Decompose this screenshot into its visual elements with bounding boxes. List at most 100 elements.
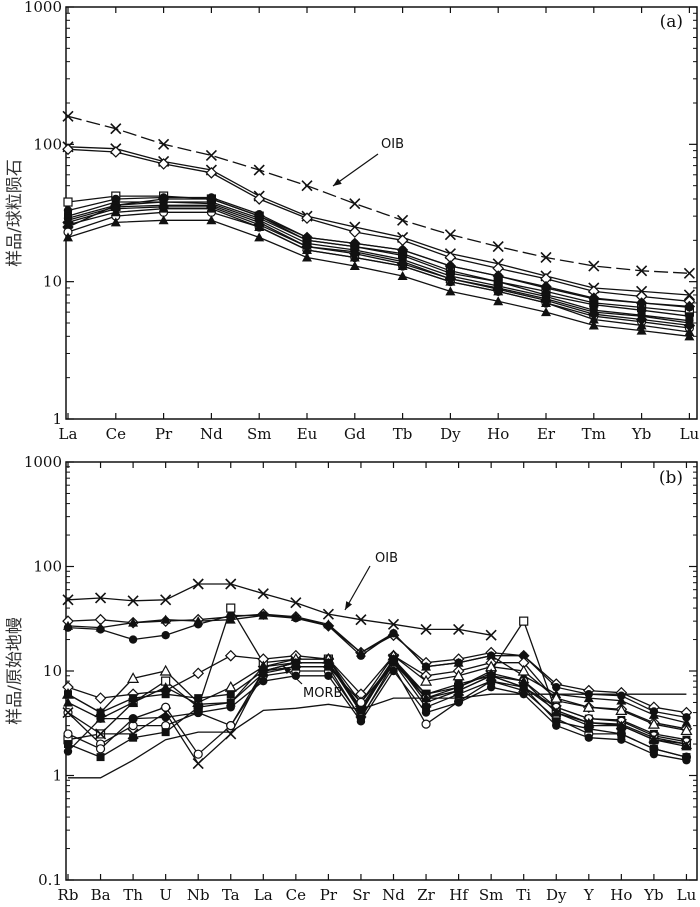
point-sample-b6-dy [550, 691, 563, 703]
point-sample-b2-lu [682, 713, 691, 722]
plot-frame [65, 461, 698, 881]
point-sample-b7-rb [64, 690, 72, 699]
point-sample-a12-nd [205, 201, 218, 213]
point-oib-nd [205, 149, 217, 162]
point-sample-a9-nd [206, 215, 217, 225]
point-sample-b7-u [161, 690, 170, 699]
point-sample-b2-th [128, 635, 138, 644]
point-oib-pr [322, 608, 334, 620]
point-sample-a9-sm [254, 232, 265, 242]
series-line-sample-a7 [67, 198, 690, 308]
point-sample-b7-ba [96, 708, 105, 717]
point-sample-a9-pr [158, 215, 169, 225]
point-sample-b3-nb [193, 616, 204, 626]
point-sample-b3-ta [225, 614, 236, 624]
x-tick-label-ba: Ba [91, 886, 111, 904]
point-sample-b12-y [584, 733, 593, 742]
point-oib-hf [453, 623, 465, 635]
x-tick-label-zr: Zr [417, 886, 435, 904]
series-sample-b10 [63, 662, 692, 762]
point-sample-b12-rb [63, 747, 73, 756]
point-sample-b13-nb [193, 699, 204, 709]
x-tick-label-sm: Sm [247, 425, 272, 443]
point-sample-b11-th [129, 733, 138, 742]
point-sample-b5-ta [224, 649, 237, 662]
y-tick-label: 1 [52, 767, 62, 785]
point-sample-b7-ta [226, 690, 235, 699]
series-line-oib [67, 115, 690, 274]
annotation-oib: OIB [375, 551, 398, 566]
point-sample-b12-ti [519, 689, 528, 699]
point-oib-tb [397, 214, 409, 226]
series-line-sample-a11 [67, 201, 690, 322]
point-sample-b11-ti [519, 683, 528, 692]
series-morb [68, 693, 687, 779]
point-sample-b13-y [583, 717, 594, 727]
series-line-sample-b13 [67, 657, 687, 748]
point-sample-a7-yb [635, 297, 648, 309]
series-sample-b4 [63, 603, 692, 749]
point-sample-a9-la [63, 232, 73, 242]
point-sample-b10-zr [421, 719, 431, 729]
point-sample-b13-yb [648, 734, 659, 744]
annotation-arrowhead-morb [283, 666, 292, 675]
y-tick-label: 10 [43, 662, 62, 680]
point-sample-b6-zr [420, 674, 433, 686]
y-axis-label: 样品/原始地幔 [5, 617, 25, 725]
point-sample-b3-th [128, 617, 139, 627]
point-sample-b12-zr [421, 708, 431, 717]
point-oib-la [62, 110, 74, 122]
series-sample-b9 [62, 653, 693, 770]
point-sample-b13-ba [95, 713, 106, 723]
point-sample-b13-sr [355, 705, 366, 715]
point-sample-a2-gd [348, 226, 361, 238]
x-tick-label-lu: Lu [677, 886, 697, 904]
point-oib-ho [492, 241, 504, 253]
point-sample-b9-ta [225, 728, 237, 740]
point-sample-b4-ti [519, 616, 529, 626]
point-sample-b3-la [258, 610, 269, 620]
point-sample-b10-nb [193, 749, 203, 759]
point-sample-b3-u [160, 614, 171, 624]
series-line-sample-b12 [67, 669, 687, 761]
point-oib-sr [355, 614, 367, 626]
point-oib-lu [683, 267, 695, 279]
point-sample-b13-la [258, 661, 269, 671]
series-sample-b1 [62, 608, 693, 719]
point-sample-a12-eu [301, 240, 313, 253]
point-sample-a12-la [62, 216, 74, 229]
point-sample-a12-sm [253, 218, 265, 231]
point-sample-b12-pr [324, 671, 333, 680]
x-tick-label-ce: Ce [286, 886, 306, 904]
point-sample-b6-ho [615, 704, 628, 715]
x-tick-label-rb: Rb [58, 886, 79, 904]
point-sample-a9-ce [110, 217, 121, 227]
point-sample-a12-lu [683, 319, 696, 332]
point-oib-eu [301, 180, 313, 192]
x-tick-label-nd: Nd [200, 425, 223, 443]
point-sample-b9-nb [192, 758, 204, 770]
x-tick-label-nb: Nb [187, 886, 210, 904]
point-sample-b12-yb [649, 749, 659, 759]
point-sample-a12-yb [635, 313, 648, 326]
point-sample-b3-ba [95, 622, 106, 632]
point-sample-b13-lu [681, 741, 692, 751]
point-sample-b13-u [160, 682, 171, 692]
point-sample-a7-dy [444, 260, 457, 272]
point-sample-b11-y [584, 724, 593, 733]
x-tick-label-sr: Sr [352, 886, 370, 904]
annotation-oib: OIB [381, 137, 404, 152]
series-line-sample-a9 [67, 219, 690, 337]
point-sample-b3-ho [616, 695, 627, 705]
point-sample-b11-zr [422, 703, 431, 712]
x-tick-label-la: La [59, 425, 78, 443]
point-sample-b10-u [161, 702, 171, 712]
x-tick-label-dy: Dy [546, 886, 567, 904]
point-sample-b3-hf [453, 657, 464, 667]
point-sample-b13-ta [225, 697, 236, 707]
point-oib-sm [253, 164, 265, 176]
point-sample-b13-hf [453, 682, 464, 692]
y-tick-label: 10 [43, 273, 62, 291]
point-sample-b12-dy [552, 721, 561, 730]
point-sample-b6-y [582, 701, 595, 712]
